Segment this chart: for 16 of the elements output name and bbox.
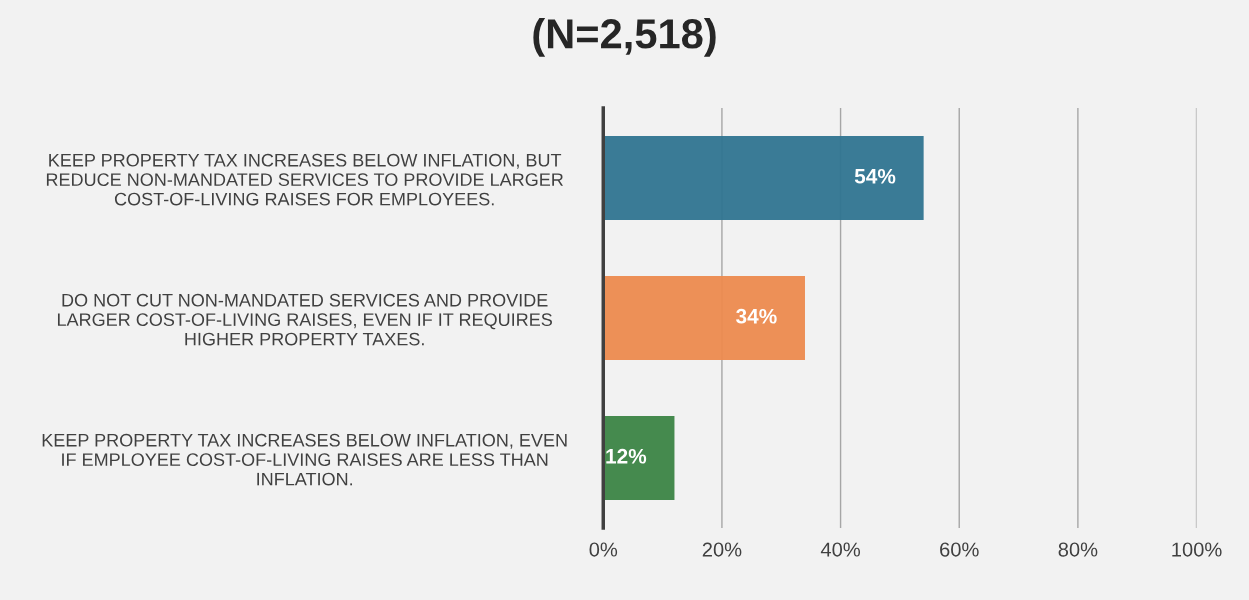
chart-title: (N=2,518) [533, 18, 716, 57]
x-tick-label: 20% [702, 542, 742, 557]
data-label: 12% [606, 448, 647, 464]
bar [603, 276, 805, 360]
y-tick-label: DO NOT CUT NON-MANDATED SERVICES AND PROVIDE LARGER COST-OF-LIVING RAISES, EVEN IF IT REQUIRES HIGHER PROPERTY TAXES. [57, 293, 552, 346]
data-label: 34% [736, 308, 777, 324]
x-tick-label: 100% [1172, 542, 1222, 557]
y-tick-label: KEEP PROPERTY TAX INCREASES BELOW INFLATION, BUT REDUCE NON-MANDATED SERVICES TO PROVIDE LARGER COST-OF-LIVING RAISES FOR EMPLOYEES. [46, 153, 564, 206]
y-tick-label: KEEP PROPERTY TAX INCREASES BELOW INFLATION, EVEN IF EMPLOYEE COST-OF-LIVING RAISES ARE LESS THAN INFLATION. [42, 433, 567, 486]
bar [603, 416, 675, 500]
x-tick-label: 80% [1058, 542, 1098, 557]
x-tick-label: 0% [589, 542, 618, 557]
x-tick-label: 60% [940, 542, 979, 557]
x-tick-label: 40% [820, 542, 861, 557]
data-label: 54% [854, 168, 896, 184]
bar [603, 136, 924, 220]
